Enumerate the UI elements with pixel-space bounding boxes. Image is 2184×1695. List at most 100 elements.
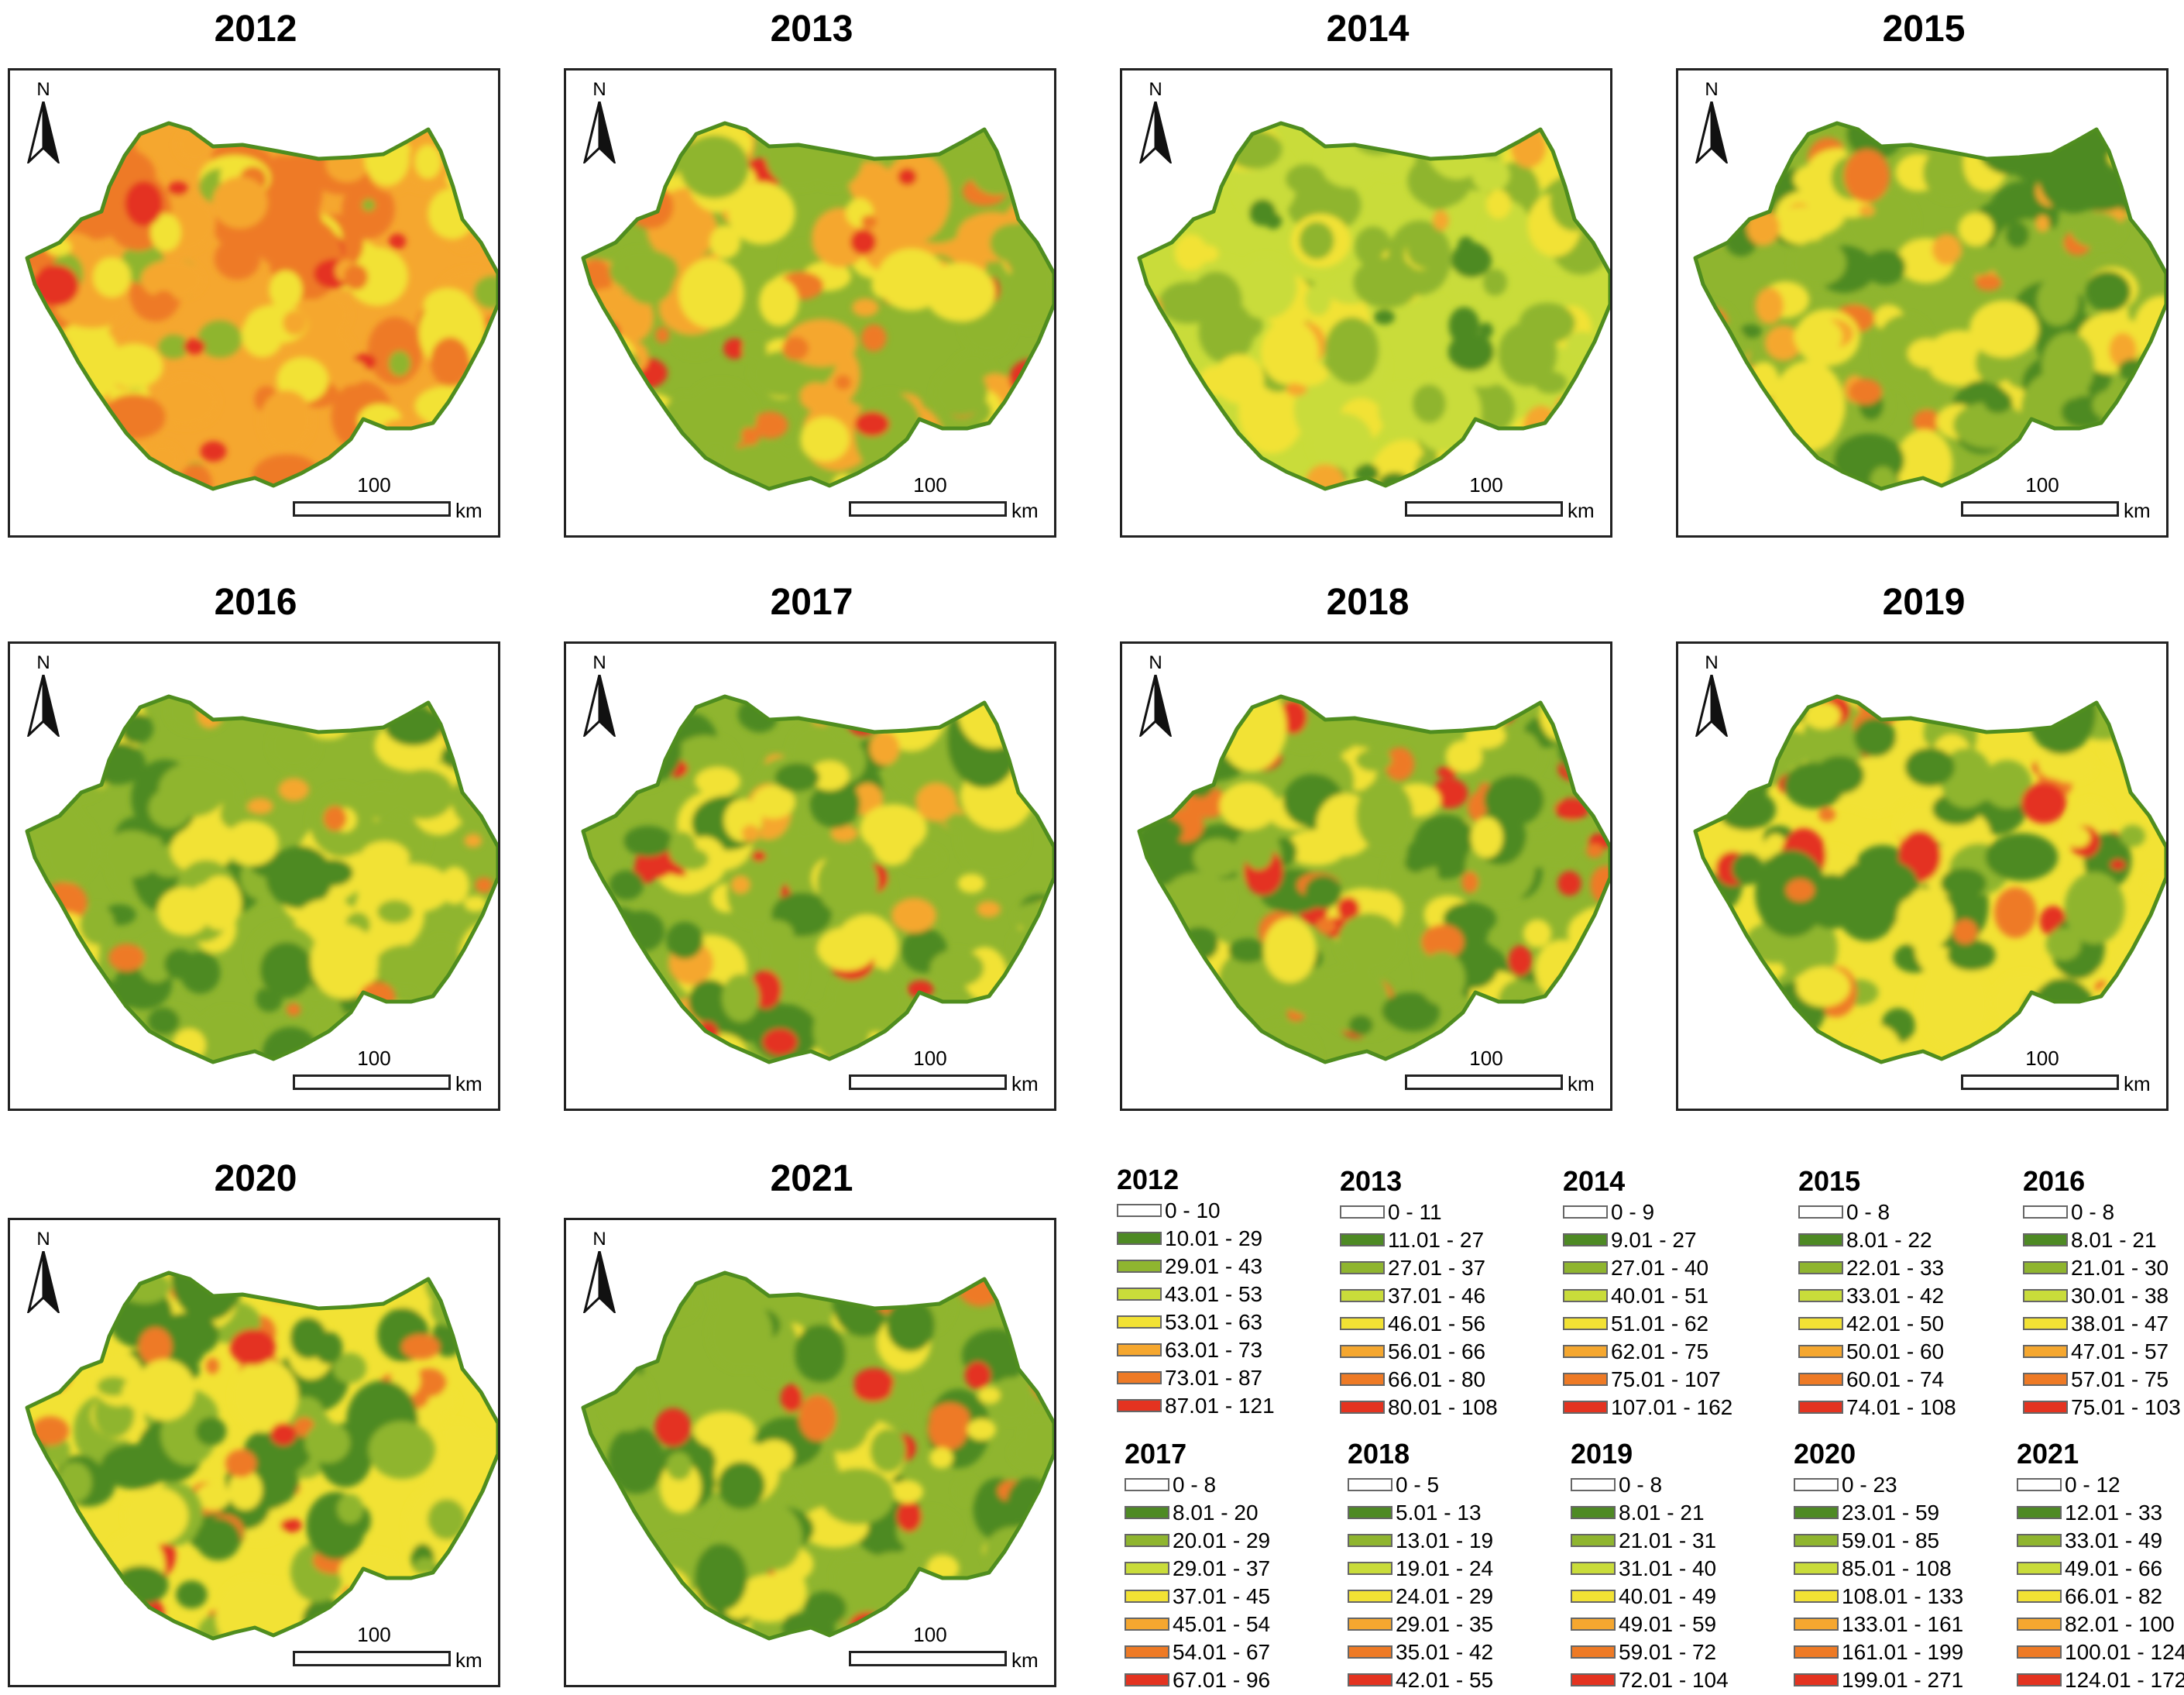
density-blob [178,390,204,417]
legend-class: 10.01 - 29 [1117,1226,1326,1253]
legend-class: 49.01 - 66 [2017,1556,2184,1583]
density-blob [1166,416,1241,483]
legend-class-label: 82.01 - 100 [2065,1612,2175,1636]
density-blob [1959,239,1999,276]
north-label: N [592,652,606,673]
legend-class-label: 0 - 11 [1388,1200,1442,1224]
density-blob [596,1591,654,1638]
density-blob [1586,844,1604,858]
density-blob [879,123,912,137]
density-blob [1009,359,1053,397]
density-blob [850,229,877,255]
scale-unit: km [455,1072,482,1095]
legend-class: 80.01 - 108 [1340,1394,1549,1422]
legend-swatch [1348,1478,1392,1491]
density-blob [59,1301,98,1346]
legend-class-label: 8.01 - 21 [2071,1228,2157,1252]
legend-class-label: 29.01 - 43 [1165,1254,1263,1278]
legend-class-label: 0 - 9 [1611,1200,1655,1224]
density-map [25,1270,498,1641]
legend-swatch [2023,1401,2068,1414]
legend-class: 0 - 10 [1117,1198,1326,1226]
map-frame: N 100 km [8,641,500,1111]
legend-2018: 2018 0 - 5 5.01 - 13 13.01 - 19 19.01 - 24 24… [1348,1438,1557,1695]
legend-class-label: 100.01 - 124 [2065,1640,2184,1664]
density-blob [1010,927,1054,965]
density-blob [1288,360,1328,387]
north-arrow: N [24,1229,63,1315]
density-blob [802,1273,825,1290]
legend-class-label: 27.01 - 37 [1388,1256,1486,1280]
density-blob [2027,696,2096,755]
density-blob [1419,951,1465,1006]
density-blob [228,1470,263,1511]
density-blob [1509,731,1539,763]
density-blob [623,825,673,857]
legend-class-label: 124.01 - 172 [2065,1668,2184,1692]
north-label: N [1705,79,1719,100]
legend-class: 21.01 - 30 [2023,1255,2184,1283]
density-blob [1749,362,1779,400]
density-blob [1852,860,1918,905]
density-blob [316,696,369,730]
density-blob [197,700,223,728]
legend-year: 2012 [1117,1164,1180,1195]
legend-2015: 2015 0 - 8 8.01 - 22 22.01 - 33 33.01 - 42 42… [1798,1165,2007,1422]
legend-class-label: 54.01 - 67 [1173,1640,1271,1664]
legend-swatch [1340,1373,1385,1386]
legend-class-label: 66.01 - 80 [1388,1367,1486,1391]
density-blob [762,1028,798,1056]
density-blob [97,1376,130,1396]
density-blob [440,866,469,905]
density-blob [314,1331,343,1364]
density-blob [2085,271,2131,312]
density-blob [896,1273,940,1305]
map-frame: N 100 km [564,68,1056,538]
density-blob [1523,835,1551,868]
scale-bar: 100 km [293,1623,494,1677]
legend-swatch [1798,1289,1843,1302]
legend-swatch [1117,1371,1162,1384]
legend-swatch [1348,1506,1392,1519]
legend-swatch [1794,1645,1839,1659]
density-blob [2048,751,2096,783]
density-blob [1030,1554,1051,1575]
density-blob [1382,992,1440,1030]
legend-swatch [1794,1618,1839,1631]
density-blob [1928,696,1973,720]
legend-class: 0 - 8 [2023,1199,2184,1227]
north-arrow: N [1136,80,1175,165]
north-arrow: N [1692,653,1731,738]
north-arrow: N [580,80,619,165]
density-blob [1695,917,1743,965]
legend-swatch [1798,1345,1843,1358]
density-blob [901,845,943,872]
legend-swatch [1125,1506,1169,1519]
density-blob [752,786,795,819]
scale-unit: km [1568,499,1595,522]
density-blob [469,387,498,444]
density-blob [469,1579,498,1609]
density-blob [1461,872,1478,893]
density-map [1137,694,1610,1064]
density-blob [2066,827,2090,848]
density-blob [357,1576,410,1609]
density-blob [1243,259,1289,296]
density-blob [1589,200,1610,229]
density-blob [583,1561,620,1587]
map-year-title: 2015 [1882,9,1966,50]
density-blob [1337,896,1360,920]
density-blob [728,182,795,245]
legend-class: 59.01 - 85 [1794,1528,2003,1556]
legend-swatch [1794,1506,1839,1519]
north-label: N [36,1229,50,1250]
density-blob [428,1499,466,1540]
density-blob [1535,940,1588,999]
density-blob [310,923,379,999]
legend-swatch [1125,1618,1169,1631]
legend-class-label: 62.01 - 75 [1611,1339,1709,1363]
density-blob [53,986,118,1062]
scale-value: 100 [913,1047,947,1070]
legend-swatch [2023,1233,2068,1246]
legend-swatch [1125,1534,1169,1547]
